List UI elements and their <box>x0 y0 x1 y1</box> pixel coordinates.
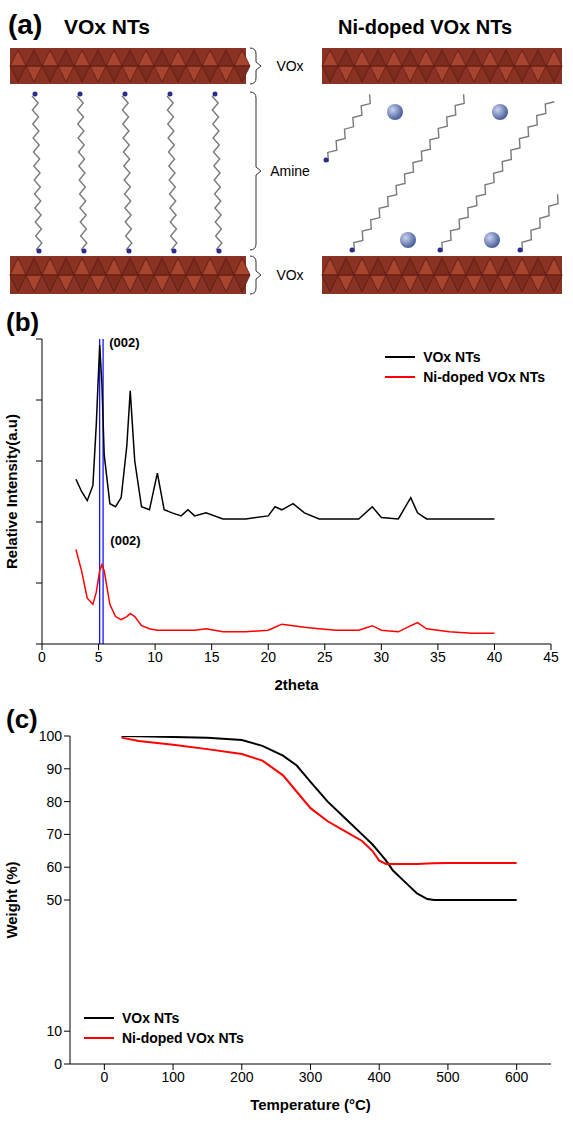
svg-text:0: 0 <box>38 649 46 665</box>
svg-text:100: 100 <box>39 728 63 744</box>
svg-text:600: 600 <box>505 1069 529 1085</box>
svg-text:10: 10 <box>46 1023 62 1039</box>
svg-text:(002): (002) <box>110 533 140 548</box>
html-text:Ni-doped VOx NTs: Ni-doped VOx NTs <box>423 369 545 385</box>
svg-text:100: 100 <box>161 1069 185 1085</box>
svg-text:2theta: 2theta <box>274 676 319 693</box>
svg-text:(a): (a) <box>8 9 42 40</box>
svg-text:Temperature (°C): Temperature (°C) <box>250 1096 371 1113</box>
svg-text:VOx: VOx <box>276 267 303 283</box>
svg-text:50: 50 <box>46 892 62 908</box>
svg-text:400: 400 <box>368 1069 392 1085</box>
svg-text:Weight (%): Weight (%) <box>3 861 20 938</box>
svg-text:300: 300 <box>299 1069 323 1085</box>
html-text:VOx NTs: VOx NTs <box>122 1010 180 1026</box>
svg-text:20: 20 <box>260 649 276 665</box>
svg-text:VOx NTs: VOx NTs <box>64 15 150 38</box>
svg-text:Ni-doped VOx NTs: Ni-doped VOx NTs <box>338 16 512 38</box>
svg-text:VOx: VOx <box>276 58 303 74</box>
svg-text:25: 25 <box>317 649 333 665</box>
svg-text:70: 70 <box>46 826 62 842</box>
svg-text:0: 0 <box>100 1069 108 1085</box>
svg-text:5: 5 <box>95 649 103 665</box>
svg-text:200: 200 <box>230 1069 254 1085</box>
svg-text:500: 500 <box>436 1069 460 1085</box>
svg-text:90: 90 <box>46 761 62 777</box>
svg-text:45: 45 <box>543 649 559 665</box>
svg-text:0: 0 <box>54 1056 62 1072</box>
html-text:VOx NTs: VOx NTs <box>423 349 481 365</box>
html-text:(c): (c) <box>6 704 38 734</box>
html-text:Ni-doped VOx NTs: Ni-doped VOx NTs <box>122 1030 244 1046</box>
svg-text:35: 35 <box>430 649 446 665</box>
svg-text:15: 15 <box>204 649 220 665</box>
svg-text:60: 60 <box>46 859 62 875</box>
svg-text:Amine: Amine <box>270 163 310 179</box>
svg-text:40: 40 <box>487 649 503 665</box>
svg-text:10: 10 <box>147 649 163 665</box>
svg-text:(002): (002) <box>109 335 139 350</box>
svg-text:Relative Intensity(a.u): Relative Intensity(a.u) <box>3 414 20 569</box>
html-text:(b): (b) <box>6 307 40 337</box>
svg-text:30: 30 <box>374 649 390 665</box>
svg-text:80: 80 <box>46 794 62 810</box>
